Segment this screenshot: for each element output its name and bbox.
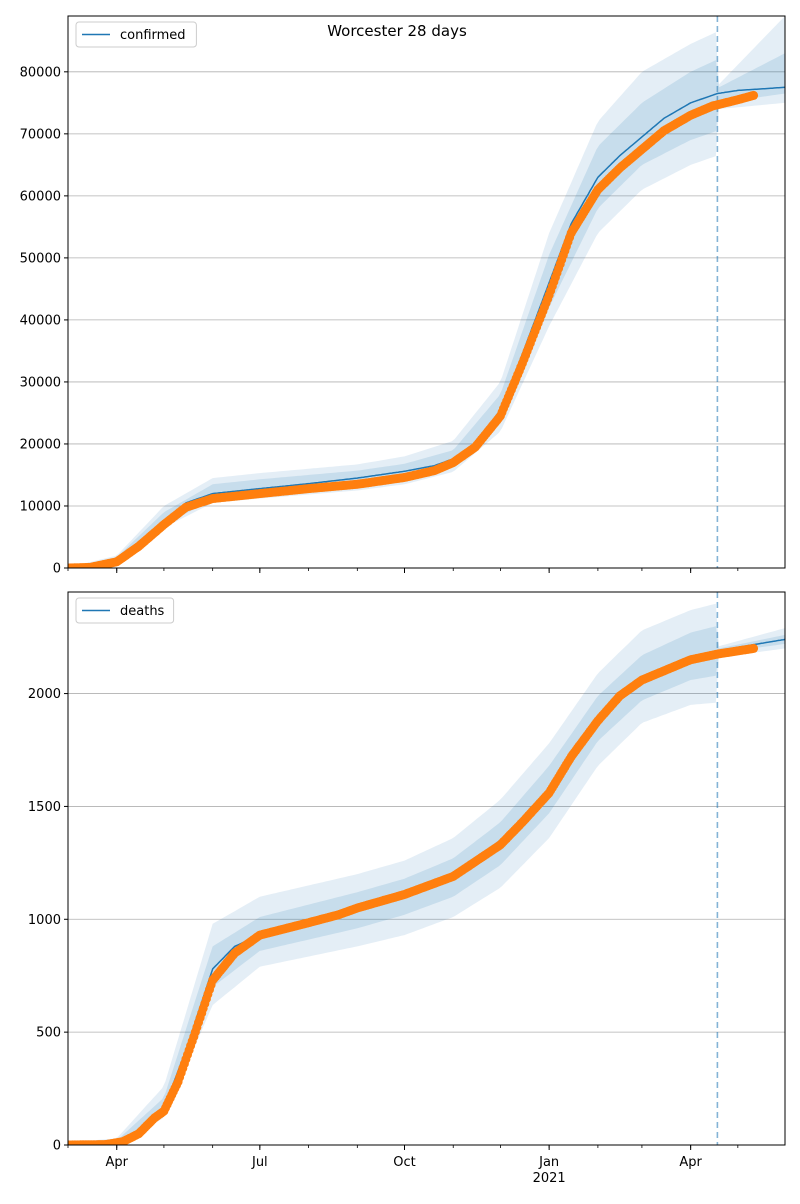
x-year-label: 2021 bbox=[533, 1171, 566, 1186]
plot-frame bbox=[67, 15, 786, 569]
y-tick-label: 20000 bbox=[20, 437, 61, 452]
y-tick-label: 40000 bbox=[20, 313, 61, 328]
figure-title: Worcester 28 days bbox=[327, 22, 467, 40]
y-tick-label: 60000 bbox=[20, 189, 61, 204]
band-outer bbox=[68, 16, 785, 568]
legend-frame bbox=[75, 597, 175, 624]
y-tick-label: 0 bbox=[53, 1139, 61, 1154]
x-tick-label: Oct bbox=[393, 1155, 415, 1170]
y-tick-label: 70000 bbox=[20, 127, 61, 142]
x-tick-label: Jul bbox=[251, 1155, 268, 1170]
plot-frame bbox=[67, 591, 786, 1146]
legend: confirmed bbox=[75, 21, 197, 48]
y-tick-label: 50000 bbox=[20, 251, 61, 266]
observed-series bbox=[68, 90, 759, 568]
x-tick-label: Jan bbox=[538, 1155, 559, 1170]
y-tick-label: 2000 bbox=[28, 687, 61, 702]
plot-area bbox=[68, 16, 785, 568]
legend-label: deaths bbox=[120, 604, 165, 619]
y-tick-label: 500 bbox=[36, 1026, 61, 1041]
panel-bottom: 0 500 1000 1500 2000 Apr Jul Oct Jan Apr 2021 death… bbox=[28, 591, 786, 1186]
legend-label: confirmed bbox=[120, 28, 186, 43]
y-tick-label: 0 bbox=[53, 562, 61, 577]
y-tick-label: 30000 bbox=[20, 375, 61, 390]
observed-point bbox=[749, 643, 759, 653]
observed-series bbox=[68, 643, 759, 1145]
y-tick-label: 80000 bbox=[20, 65, 61, 80]
y-tick-label: 1500 bbox=[28, 800, 61, 815]
plot-area bbox=[68, 592, 785, 1145]
legend: deaths bbox=[75, 597, 175, 624]
band-outer bbox=[68, 603, 785, 1145]
x-tick-label: Apr bbox=[679, 1155, 702, 1170]
band-mid bbox=[68, 53, 785, 568]
panel-top: 0 10000 20000 30000 40000 50000 60000 70000 8000… bbox=[20, 15, 786, 577]
y-tick-label: 1000 bbox=[28, 913, 61, 928]
observed-point bbox=[749, 90, 759, 100]
legend-frame bbox=[75, 21, 197, 48]
y-tick-label: 10000 bbox=[20, 499, 61, 514]
x-tick-label: Apr bbox=[105, 1155, 128, 1170]
